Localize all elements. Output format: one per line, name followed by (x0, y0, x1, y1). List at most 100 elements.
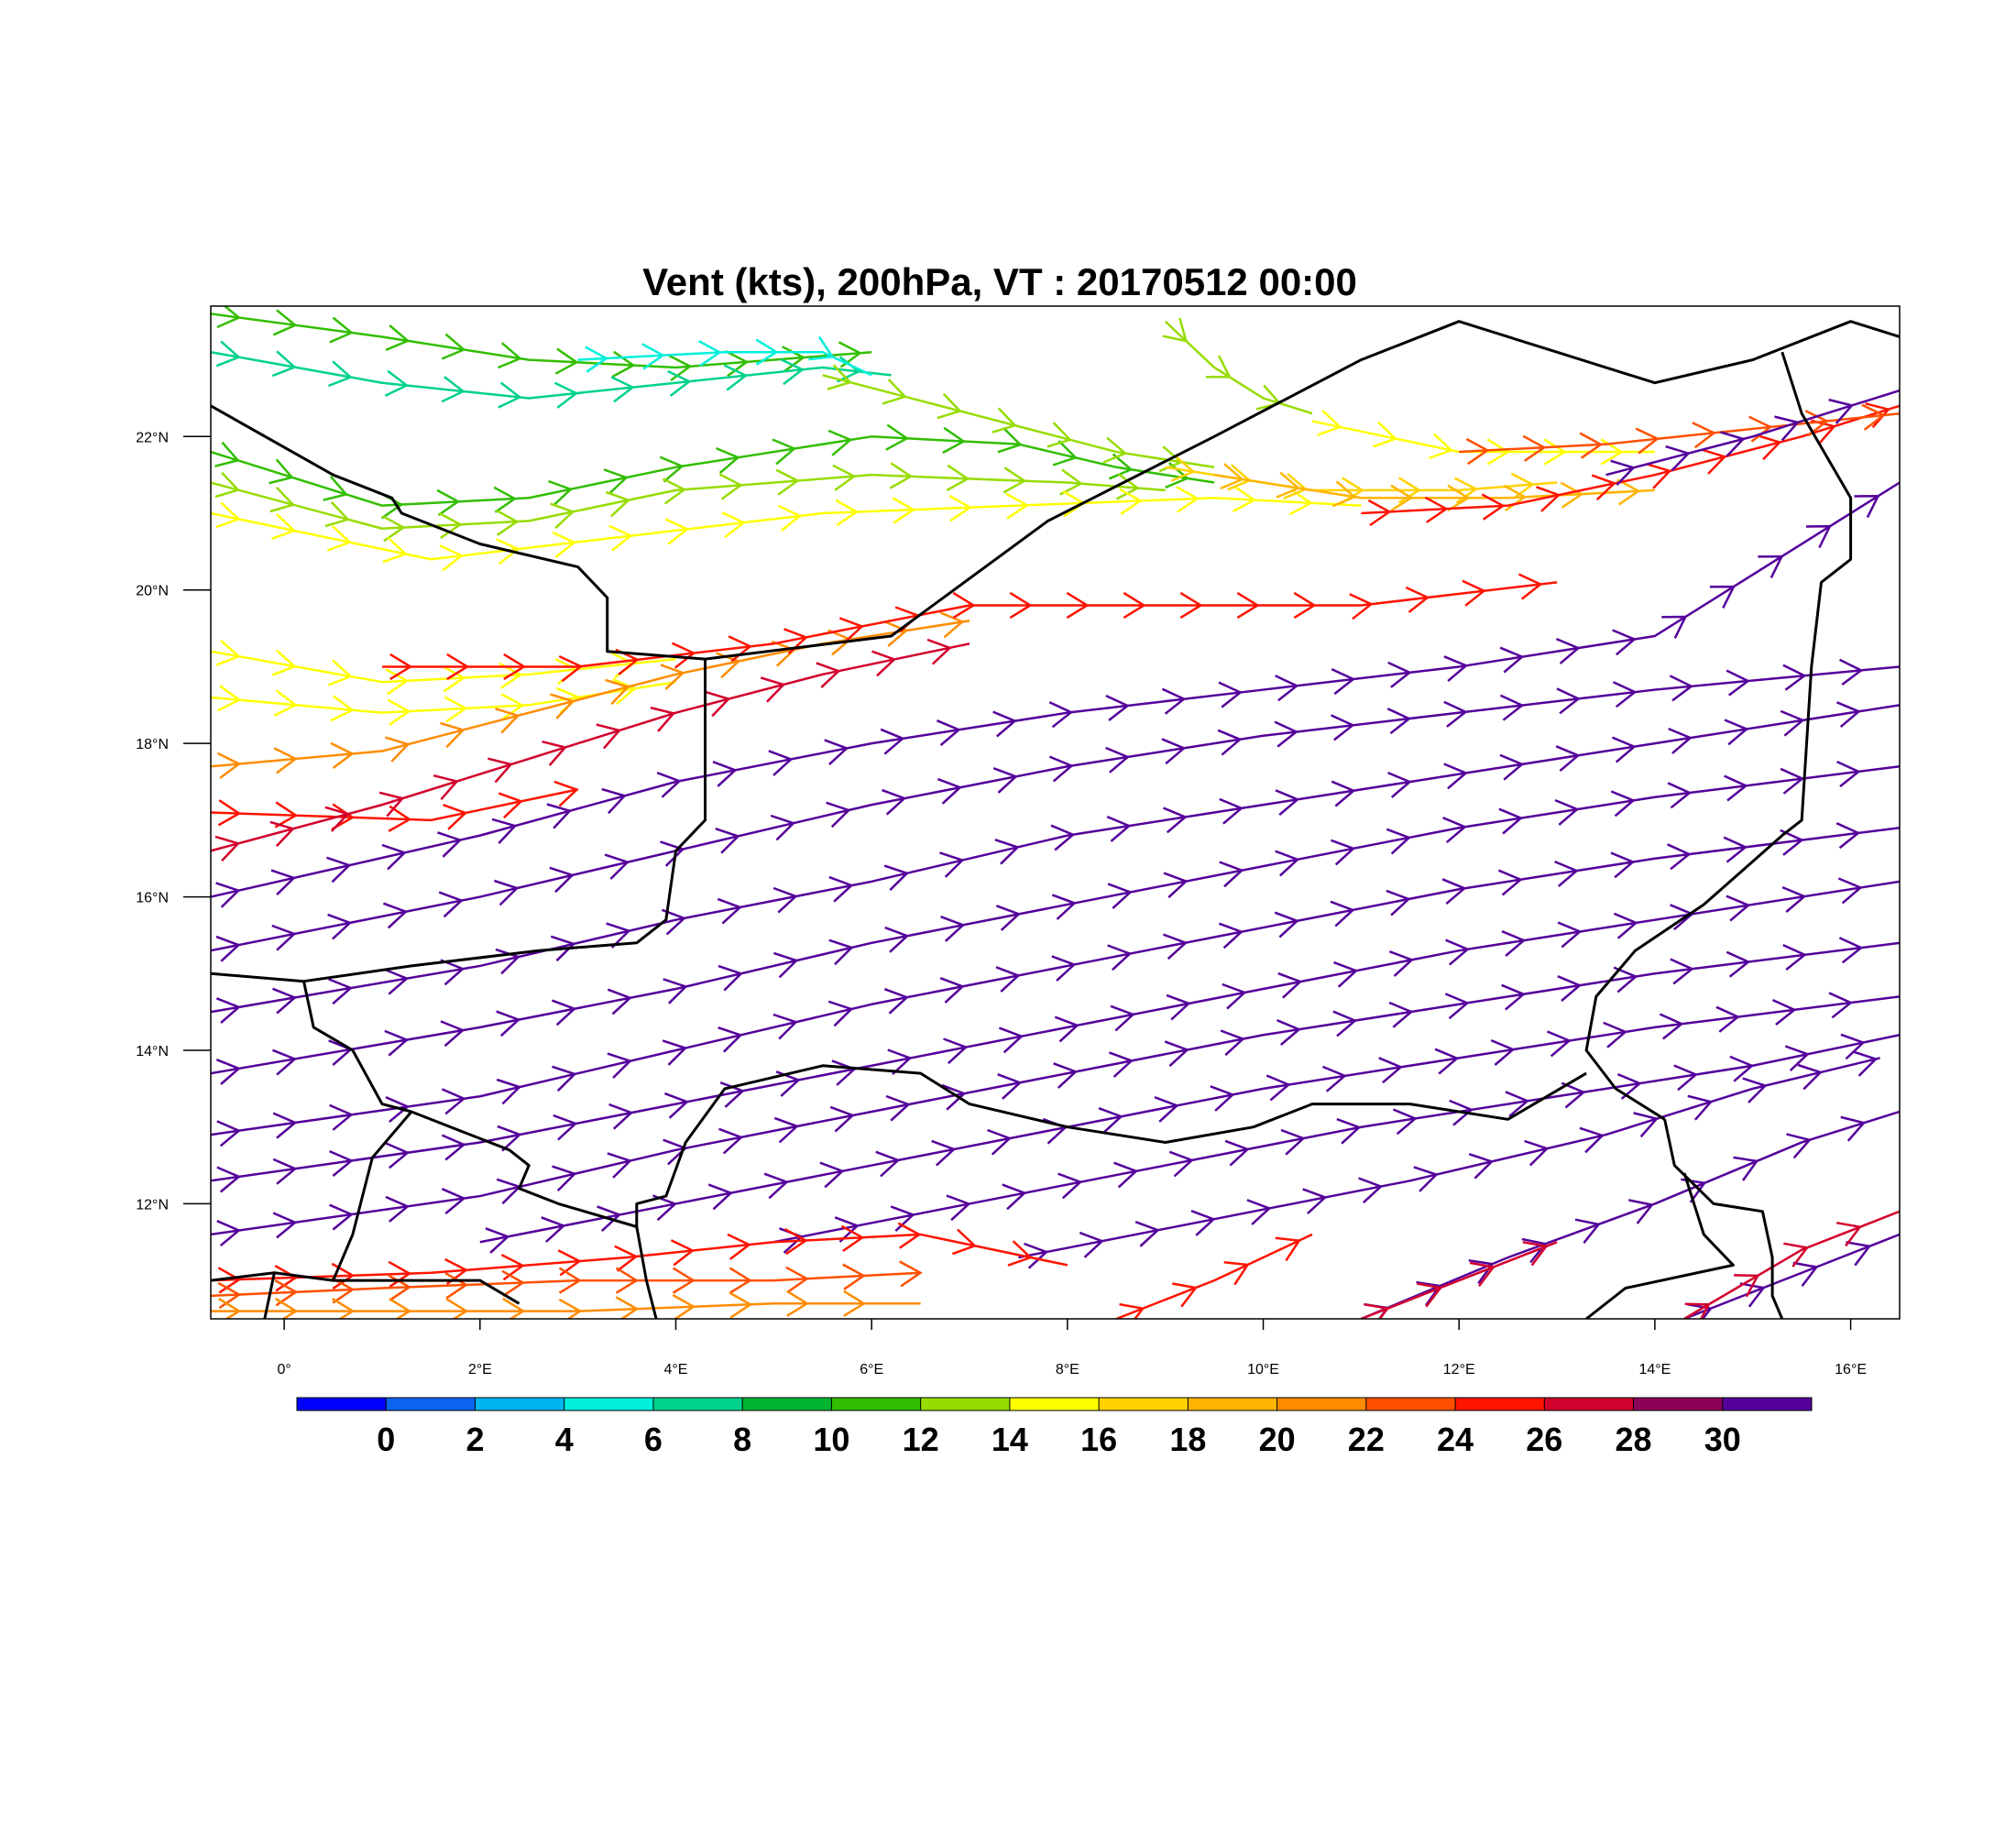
wind-barb (670, 1239, 696, 1267)
wind-barb (1839, 658, 1864, 686)
wind-barb (1349, 593, 1374, 620)
wind-barb (216, 306, 242, 329)
wind-barb (1176, 486, 1200, 513)
colorbar-swatch (1099, 1398, 1189, 1410)
wind-barb (558, 1267, 582, 1294)
wind-barb (662, 477, 687, 505)
wind-barb (719, 1081, 745, 1108)
wind-barb (388, 1260, 412, 1288)
streamline-20 (211, 481, 1900, 908)
streamline-11 (1361, 402, 1900, 527)
streamline-4 (211, 462, 1166, 543)
wind-barb (269, 820, 296, 847)
wind-barb (997, 1073, 1023, 1100)
plot-frame (210, 305, 1901, 1320)
streamline-path (211, 765, 1900, 1075)
wind-barb (899, 1260, 923, 1288)
wind-barb (775, 468, 800, 496)
wind-barb (1220, 463, 1245, 490)
wind-barb (1543, 438, 1567, 466)
wind-barb (1276, 1019, 1301, 1046)
wind-barb (1024, 1242, 1049, 1269)
wind-barb (1386, 889, 1411, 916)
wind-barb (441, 376, 466, 403)
wind-barb (672, 1267, 696, 1294)
wind-barb (1331, 480, 1357, 508)
y-tick-label: 18°N (136, 737, 169, 752)
wind-barb (327, 659, 353, 686)
streamline-34 (211, 1290, 921, 1319)
wind-barb (604, 853, 630, 880)
wind-barb (601, 787, 627, 815)
streamline-path (211, 880, 1900, 1182)
wind-barb (496, 538, 520, 565)
wind-barb (834, 1216, 860, 1243)
colorbar-label: 14 (992, 1421, 1028, 1458)
wind-barb (1720, 431, 1746, 457)
wind-barb (217, 685, 242, 712)
wind-barb (780, 357, 805, 386)
streamline-path (211, 435, 1215, 507)
wind-barb (327, 360, 353, 388)
streamline-12 (1459, 403, 1900, 466)
wind-barb (1387, 771, 1412, 798)
wind-barb (946, 464, 970, 492)
streamline-path (1683, 1210, 1900, 1319)
wind-barb (1522, 434, 1547, 462)
wind-barb (1865, 402, 1891, 429)
wind-barb (1828, 398, 1855, 424)
wind-barb (1610, 790, 1636, 818)
wind-barb (897, 1222, 922, 1249)
wind-barb (1233, 485, 1256, 513)
wind-barb (1836, 760, 1861, 788)
wind-barb (1726, 895, 1751, 922)
streamline-path (1683, 1233, 1900, 1319)
wind-barb (772, 886, 798, 914)
wind-barb (667, 369, 692, 397)
wind-barb (650, 706, 676, 732)
wind-barb (882, 379, 908, 405)
wind-barb (444, 1272, 469, 1300)
wind-barb (1110, 1004, 1135, 1032)
wind-barb (1579, 1126, 1605, 1154)
wind-barb (1505, 1091, 1530, 1118)
wind-barb (768, 750, 794, 776)
wind-barb (493, 486, 518, 513)
wind-barb (1579, 432, 1604, 459)
wind-barb (1164, 1040, 1189, 1068)
wind-barb (1050, 824, 1076, 851)
wind-barb (1469, 1261, 1496, 1287)
wind-barb (663, 1138, 688, 1166)
wind-barb (1003, 466, 1027, 494)
wind-barb (1610, 459, 1636, 486)
wind-barb (883, 988, 910, 1015)
wind-barb (1387, 661, 1412, 688)
wind-barb (727, 1233, 751, 1260)
wind-barb (1275, 1236, 1301, 1262)
wind-barb (215, 340, 241, 368)
wind-barb (610, 376, 635, 403)
wind-barb (843, 1290, 867, 1317)
wind-barb (1416, 1280, 1442, 1306)
wind-barb (607, 988, 632, 1015)
wind-barb (1447, 484, 1471, 511)
wind-barb (1521, 1237, 1548, 1264)
wind-barb (1701, 448, 1727, 475)
wind-barb (271, 513, 297, 540)
wind-barb (444, 696, 468, 723)
wind-barb (553, 1114, 578, 1141)
wind-barb (1220, 1029, 1245, 1057)
wind-barb (1616, 478, 1641, 506)
wind-barb (1388, 950, 1415, 977)
wind-barb (1462, 579, 1486, 607)
wind-barb (1224, 1139, 1250, 1167)
wind-barb (786, 1290, 810, 1317)
wind-barb (875, 1150, 901, 1178)
wind-barb (216, 1166, 242, 1193)
wind-barb (660, 664, 685, 690)
wind-barb (1554, 860, 1579, 887)
wind-barb (1134, 1221, 1160, 1247)
wind-barb (214, 471, 241, 499)
wind-barb (271, 924, 297, 951)
wind-barb (1333, 960, 1359, 988)
